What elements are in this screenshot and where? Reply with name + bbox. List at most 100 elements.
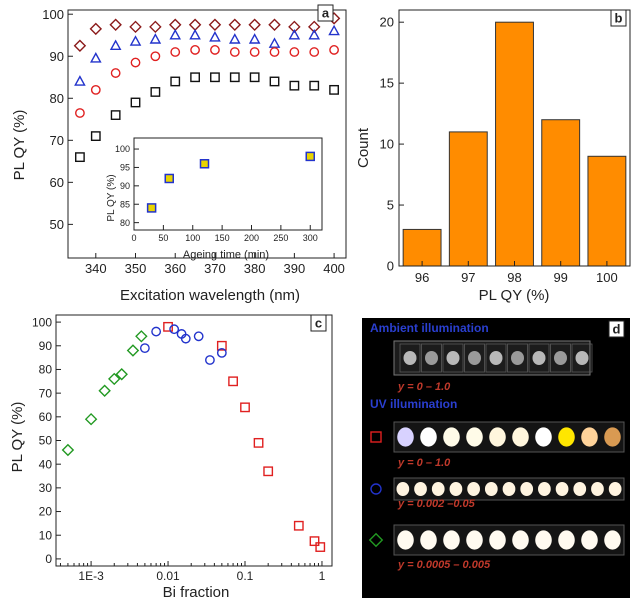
panel-c-point-circle [193,331,204,342]
panel-a-xtick-label: 370 [204,261,226,276]
panel-a-point-square [90,131,101,142]
ambient-vial [421,343,442,373]
ambient-vial [464,343,485,373]
uv-sample [604,530,621,550]
panel-c-point-diamond [98,384,111,398]
panel-a-point-diamond [168,18,182,31]
panel-b-ytick-label: 5 [387,198,394,213]
panel-b-ytick-label: 10 [380,137,394,152]
panel-a-point-circle [75,108,85,118]
uv-sample [466,427,483,447]
panel-a-point-square [289,80,300,91]
uv-sample [591,481,604,497]
panel-b-ylabel: Count [355,127,372,168]
panel-a-point-triangle [109,39,122,50]
panel-a-ytick-label: 60 [50,175,64,190]
panel-a-point-triangle [308,28,321,40]
panel-a-point-circle [130,57,141,68]
panel-b-bar [448,131,488,267]
panel-a-point-diamond [89,22,103,36]
panel-c-label-box [310,314,327,332]
ambient-sample [489,351,503,365]
panel-a-point-diamond [268,18,281,31]
ambient-vial [571,343,593,373]
uv-sample [397,427,414,447]
panel-a-point-circle [190,45,200,55]
ambient-sample [554,351,567,365]
panel-c-point-square [309,536,320,547]
uv-sample [489,427,506,447]
panel-b-chart: 96 97 98 99 100 0 5 10 15 20 PL QY (%) Count b [355,9,631,304]
panel-a-point-diamond [228,18,242,31]
panel-a-point-diamond [288,20,301,34]
panel-c-point-square [216,340,227,351]
panel-a-point-square [249,72,260,83]
panel-a-xtick-label: 350 [125,261,147,276]
panel-b-bar [587,155,627,267]
uv-caption-circle: y = 0.002 –0.05 [397,498,476,510]
panel-c-point-square [253,437,264,448]
panel-d-label-box [608,320,625,338]
panel-c-ytick-label: 20 [39,505,53,519]
panel-c-point-diamond [135,330,148,343]
panel-c-point-square [263,466,274,477]
ambient-sample [403,351,417,365]
panel-a-point-triangle [209,31,221,42]
panel-a-point-circle [110,68,121,78]
uv-title: UV illumination [370,397,457,411]
uv-caption-diamond: y = 0.0005 – 0.005 [397,559,491,571]
inset-ytick-label: 100 [115,144,130,154]
panel-c-point-circle [205,355,215,365]
panel-a-point-circle [170,47,181,57]
inset-xlabel: Ageing time (min) [183,249,269,261]
uv-sample [467,481,480,497]
inset-xtick-label: 200 [244,233,259,243]
panel-c-xtick-label: 0.1 [237,569,254,583]
inset-ytick-label: 80 [120,218,130,228]
panel-c-point-square [228,376,238,387]
panel-c-point-square [163,321,173,332]
ambient-title: Ambient illumination [370,321,489,335]
panel-a-xtick-label: 340 [85,261,107,276]
panel-a-point-square [229,72,240,83]
panel-c-point-square [315,542,326,552]
uv-row-legend-square-icon [370,431,382,443]
panel-a-ytick-label: 80 [50,91,64,106]
panel-a-point-triangle [248,33,261,44]
panel-c-ytick-label: 80 [39,363,53,377]
panel-c-point-diamond [126,344,140,357]
panel-b-xtick-label: 99 [553,270,567,285]
panel-c-ytick-label: 60 [39,410,53,424]
panel-a-point-circle [150,51,161,62]
panel-a-xtick-label: 360 [164,261,186,276]
panel-a-point-square [190,72,200,83]
panel-a-point-triangle [89,52,102,63]
panel-a-ylabel: PL QY (%) [11,110,28,181]
panel-b-bar [495,21,534,267]
panel-c-ylabel: PL QY (%) [9,402,26,473]
panel-a-point-circle [289,47,300,57]
ambient-vial [507,343,528,373]
panel-a-ytick-label: 90 [50,49,64,64]
uv-row-legend-circle-icon [370,483,382,495]
ambient-vial [550,343,571,373]
panel-a-point-triangle [149,33,162,44]
panel-b-bar [541,119,581,267]
panel-c-point-diamond [84,412,98,426]
inset-xtick-label: 150 [215,233,230,243]
uv-row-legend-diamond-icon [368,532,384,548]
uv-sample [512,427,529,447]
panel-c-point-diamond [115,367,128,381]
panel-a-point-square [130,97,141,108]
inset-ytick-label: 95 [120,163,130,173]
ambient-sample [446,351,460,365]
panel-c-point-square [293,520,304,531]
panel-a-label: a [322,6,330,21]
ambient-sample [532,351,546,365]
panel-a-chart: 340 350 360 370 380 390 400 50 60 70 80 90 100 0 50 100… [11,4,347,304]
panel-c-ytick-label: 0 [45,552,52,566]
uv-caption-square: y = 0 – 1.0 [397,457,451,469]
ambient-sample [575,351,589,365]
uv-sample [573,481,587,497]
panel-a-xtick-label: 390 [284,261,306,276]
